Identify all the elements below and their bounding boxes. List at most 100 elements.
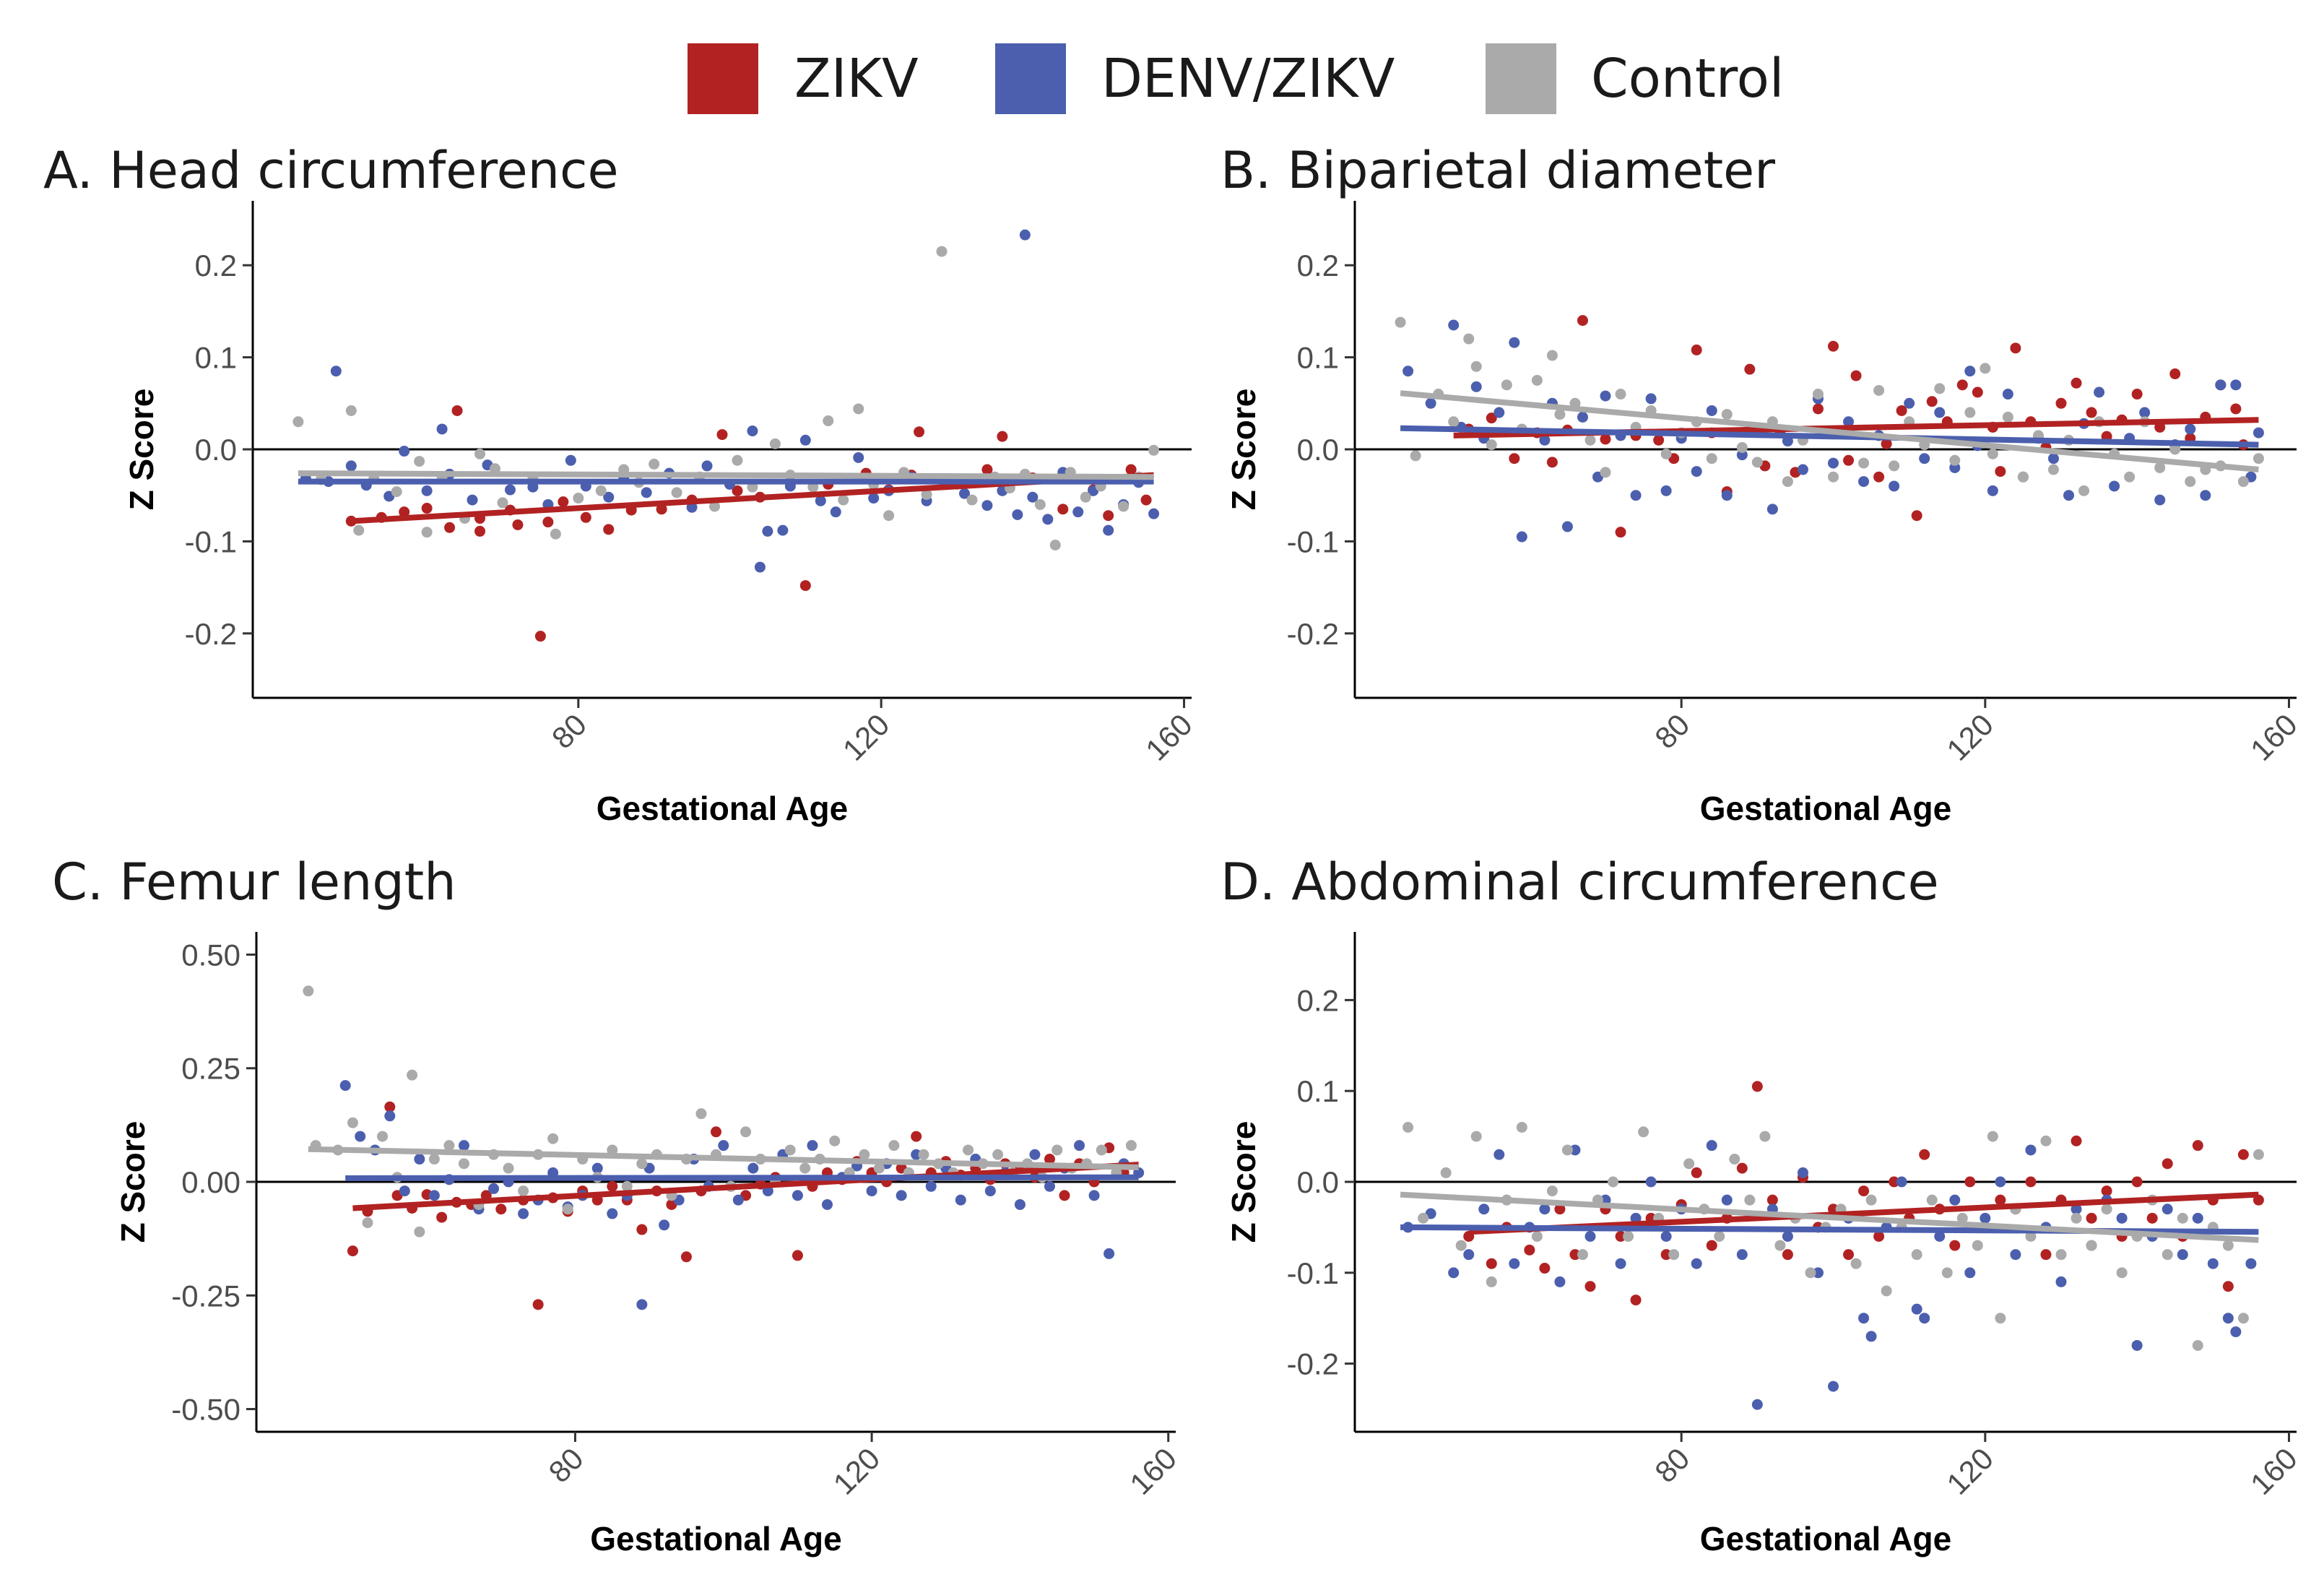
- panel-a-y-axis-title: Z Score: [123, 389, 160, 511]
- panel-c-point-zikv-37: [911, 1131, 922, 1142]
- panel-a-point-denv-zikv-44: [1042, 514, 1054, 525]
- panel-a-point-denv-zikv-38: [958, 488, 970, 499]
- panel-b-point-denv-zikv-12: [1577, 411, 1588, 423]
- panel-d-point-zikv-10: [1630, 1295, 1642, 1306]
- panel-b-point-zikv-1: [1486, 412, 1497, 424]
- panel-d-point-control-2: [1440, 1167, 1452, 1178]
- panel-a-point-denv-zikv-7: [421, 485, 433, 496]
- panel-b-point-zikv-19: [1812, 403, 1824, 415]
- panel-c-point-zikv-29: [792, 1250, 803, 1261]
- panel-b-point-zikv-33: [2010, 342, 2021, 354]
- panel-d-point-control-0: [1402, 1122, 1414, 1133]
- panel-c-point-control-4: [362, 1217, 373, 1229]
- panel-d-point-denv-zikv-13: [1615, 1258, 1626, 1269]
- panel-a-point-control-23: [732, 454, 743, 466]
- panel-d-point-control-22: [1744, 1194, 1756, 1206]
- panel-c-ytick-label-4: -0.50: [171, 1393, 240, 1427]
- panel-a-point-zikv-11: [542, 517, 554, 528]
- panel-d-point-denv-zikv-34: [1919, 1313, 1930, 1324]
- panel-c-point-denv-zikv-10: [488, 1183, 500, 1194]
- panel-d-point-control-7: [1516, 1122, 1527, 1133]
- panel-a-ytick-label-2: 0.0: [195, 433, 237, 467]
- panel-b-point-denv-zikv-48: [2109, 480, 2120, 492]
- panel-d-point-control-52: [2192, 1339, 2203, 1351]
- panel-d-point-denv-zikv-48: [2131, 1339, 2143, 1351]
- panel-c-ytick-label-0: 0.50: [181, 938, 240, 972]
- panel-c-point-control-11: [458, 1158, 469, 1170]
- panel-b-point-zikv-21: [1843, 454, 1855, 466]
- panel-d-point-control-38: [1987, 1131, 1998, 1142]
- panel-b-point-denv-zikv-40: [1987, 485, 1998, 496]
- panel-c-point-control-34: [799, 1162, 811, 1174]
- panel-b-point-control-53: [2185, 476, 2196, 488]
- panel-a-point-control-32: [883, 510, 895, 522]
- panel-d-point-control-34: [1926, 1194, 1938, 1206]
- panel-d-point-control-10: [1561, 1144, 1573, 1156]
- panel-d-point-control-21: [1729, 1154, 1740, 1165]
- panel-c-point-control-39: [873, 1162, 885, 1174]
- panel-b-point-control-6: [1486, 439, 1497, 451]
- panel-c-point-denv-zikv-6: [428, 1190, 440, 1201]
- panel-c-point-denv-zikv-48: [1044, 1180, 1055, 1192]
- panel-a-point-control-10: [474, 448, 486, 459]
- panel-b-point-zikv-10: [1653, 434, 1665, 446]
- panel-a-point-denv-zikv-42: [1019, 229, 1031, 241]
- panel-a-point-control-3: [353, 524, 365, 536]
- panel-d-point-denv-zikv-53: [2207, 1258, 2219, 1269]
- panel-a-point-zikv-5: [451, 405, 463, 416]
- panel-d-point-zikv-41: [2101, 1185, 2112, 1197]
- panel-a-point-denv-zikv-22: [701, 460, 713, 472]
- panel-b-point-zikv-6: [1577, 315, 1588, 327]
- panel-d-point-control-13: [1608, 1176, 1619, 1188]
- panel-b-point-control-56: [2237, 476, 2249, 488]
- panel-d-title: D. Abdominal circumference: [1220, 852, 1939, 912]
- panel-b-point-control-32: [1873, 384, 1885, 396]
- panel-d-point-zikv-1: [1486, 1258, 1497, 1269]
- panel-b-point-denv-zikv-55: [2215, 379, 2227, 391]
- panel-c-point-control-8: [414, 1226, 425, 1237]
- panel-c-point-control-36: [829, 1135, 841, 1146]
- panel-a-point-denv-zikv-41: [1012, 509, 1023, 520]
- panel-b-point-zikv-12: [1691, 344, 1702, 355]
- panel-c-point-control-45: [963, 1144, 974, 1156]
- panel-c-point-denv-zikv-31: [792, 1190, 803, 1201]
- panel-b-point-denv-zikv-31: [1858, 476, 1870, 488]
- panel-b-point-control-57: [2253, 453, 2264, 465]
- panel-c-ytick-label-2: 0.00: [181, 1165, 240, 1199]
- panel-b-point-control-15: [1615, 389, 1626, 400]
- panel-b-point-control-46: [2078, 485, 2090, 496]
- panel-d-point-zikv-47: [2192, 1140, 2203, 1152]
- panel-a-point-zikv-2: [399, 506, 410, 518]
- panel-a-point-zikv-14: [603, 524, 615, 535]
- panel-a-xtick-label-2: 160: [1139, 707, 1199, 767]
- panel-a-point-zikv-16: [656, 504, 667, 515]
- panel-d-point-denv-zikv-51: [2177, 1249, 2188, 1261]
- panel-b-point-control-51: [2154, 462, 2166, 473]
- panel-d-point-denv-zikv-50: [2162, 1204, 2173, 1215]
- panel-d-point-denv-zikv-3: [1463, 1249, 1475, 1261]
- panel-a-point-zikv-33: [1103, 510, 1114, 522]
- panel-b-point-denv-zikv-16: [1630, 490, 1642, 501]
- panel-d-trend-control: [1400, 1191, 2259, 1243]
- panel-a-point-denv-zikv-2: [330, 366, 342, 377]
- panel-b-point-zikv-22: [1850, 370, 1862, 381]
- panel-b-point-zikv-30: [1972, 386, 1983, 398]
- panel-a-point-control-44: [1080, 491, 1091, 503]
- panel-c-point-denv-zikv-51: [1088, 1190, 1100, 1201]
- panel-b-point-zikv-7: [1600, 433, 1611, 445]
- panel-c-point-control-18: [562, 1204, 573, 1215]
- panel-a-point-control-7: [421, 527, 433, 538]
- panel-a-point-control-48: [1148, 444, 1160, 456]
- panel-d-point-control-43: [2055, 1249, 2067, 1261]
- panel-d-point-zikv-17: [1736, 1162, 1748, 1174]
- panel-a-point-zikv-10: [534, 631, 546, 642]
- panel-a-point-control-35: [936, 246, 948, 257]
- panel-b-point-control-31: [1858, 457, 1870, 469]
- panel-b-point-control-1: [1410, 450, 1421, 462]
- panel-a-point-denv-zikv-48: [1103, 524, 1114, 536]
- panel-d-point-denv-zikv-33: [1911, 1303, 1922, 1315]
- panel-d-point-denv-zikv-4: [1478, 1204, 1490, 1215]
- panel-a-point-zikv-7: [474, 525, 486, 537]
- panel-b-point-zikv-27: [1926, 396, 1938, 407]
- panel-d-point-denv-zikv-39: [1995, 1176, 2006, 1188]
